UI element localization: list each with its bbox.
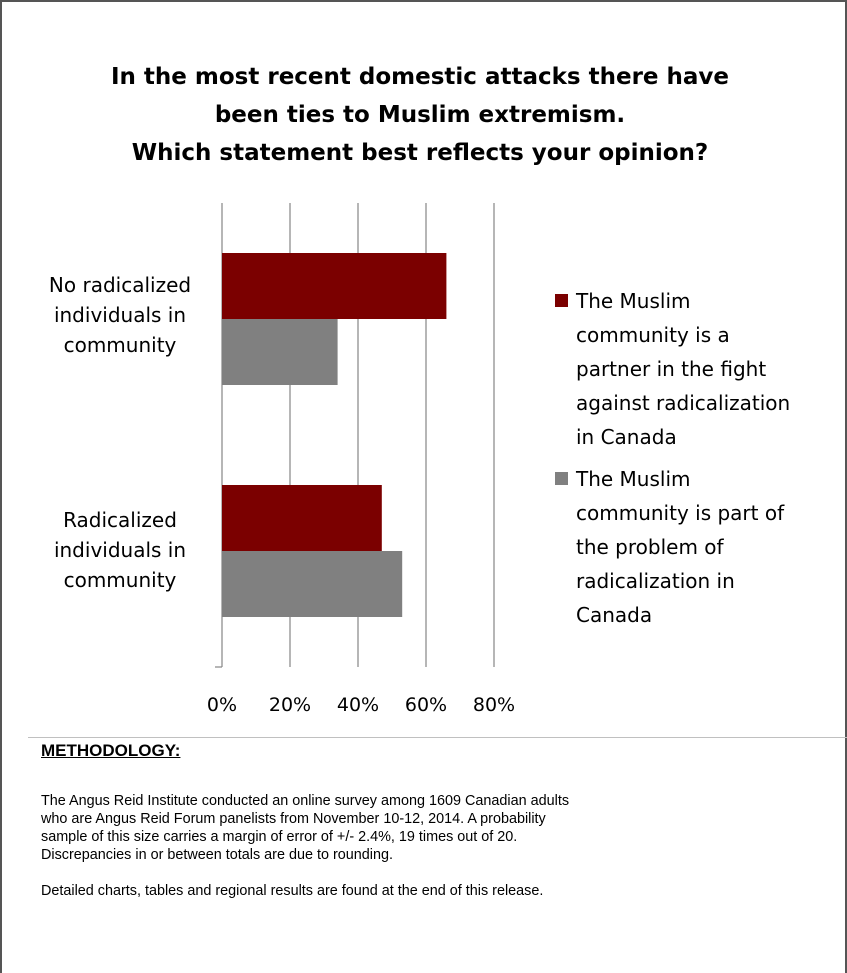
x-tick-label: 40% [337, 694, 379, 716]
chart-title-line-2: been ties to Muslim extremism. [214, 102, 626, 128]
methodology-line: The Angus Reid Institute conducted an on… [41, 793, 570, 809]
bar-problem-0 [222, 319, 338, 385]
legend-line: the problem of [576, 535, 724, 559]
category-label-no-radicalized: No radicalized individuals in community [25, 270, 215, 360]
chart-title-line-3: Which statement best reflects your opini… [131, 140, 709, 166]
legend-text-partner: The Muslim community is a partner in the… [576, 284, 790, 454]
methodology-paragraph-1: The Angus Reid Institute conducted an on… [41, 792, 821, 864]
legend-line: radicalization in [576, 569, 735, 593]
methodology-line: sample of this size carries a margin of … [41, 829, 518, 845]
methodology-paragraph-2: Detailed charts, tables and regional res… [41, 883, 544, 899]
x-tick-label: 80% [473, 694, 515, 716]
legend-line: community is a [576, 323, 730, 347]
x-tick-label: 0% [207, 694, 237, 716]
category-label-line: individuals in [53, 538, 187, 562]
legend-swatch-partner [555, 294, 568, 307]
chart-title-line-1: In the most recent domestic attacks ther… [110, 64, 730, 90]
bar-chart: 0% 20% 40% 60% 80% [207, 203, 515, 716]
legend-line: in Canada [576, 425, 677, 449]
legend-text-problem: The Muslim community is part of the prob… [576, 462, 784, 632]
category-label-line: community [63, 333, 177, 357]
x-tick-label: 20% [269, 694, 311, 716]
legend-line: partner in the fight [576, 357, 767, 381]
legend-line: against radicalization [576, 391, 791, 415]
category-label-line: Radicalized [63, 508, 177, 532]
methodology-line: Discrepancies in or between totals are d… [41, 847, 393, 863]
legend-line: The Muslim [576, 289, 691, 313]
methodology-line: who are Angus Reid Forum panelists from … [41, 811, 546, 827]
legend-line: The Muslim [576, 467, 691, 491]
section-divider [28, 737, 847, 738]
legend-line: Canada [576, 603, 653, 627]
legend-line: community is part of [576, 501, 785, 525]
legend-swatch-problem [555, 472, 568, 485]
bar-problem-1 [222, 551, 403, 617]
bar-partner-1 [222, 485, 382, 551]
category-label-line: community [63, 568, 177, 592]
methodology-body: The Angus Reid Institute conducted an on… [41, 792, 821, 918]
methodology-heading: METHODOLOGY: [41, 741, 181, 760]
chart-legend: The Muslim community is a partner in the… [555, 284, 825, 640]
category-label-line: individuals in [53, 303, 187, 327]
category-label-line: No radicalized [48, 273, 192, 297]
legend-item-problem: The Muslim community is part of the prob… [555, 462, 825, 632]
bar-partner-0 [222, 253, 447, 319]
legend-item-partner: The Muslim community is a partner in the… [555, 284, 825, 454]
category-label-radicalized: Radicalized individuals in community [25, 505, 215, 595]
chart-title: In the most recent domestic attacks ther… [60, 58, 780, 172]
x-tick-label: 60% [405, 694, 447, 716]
